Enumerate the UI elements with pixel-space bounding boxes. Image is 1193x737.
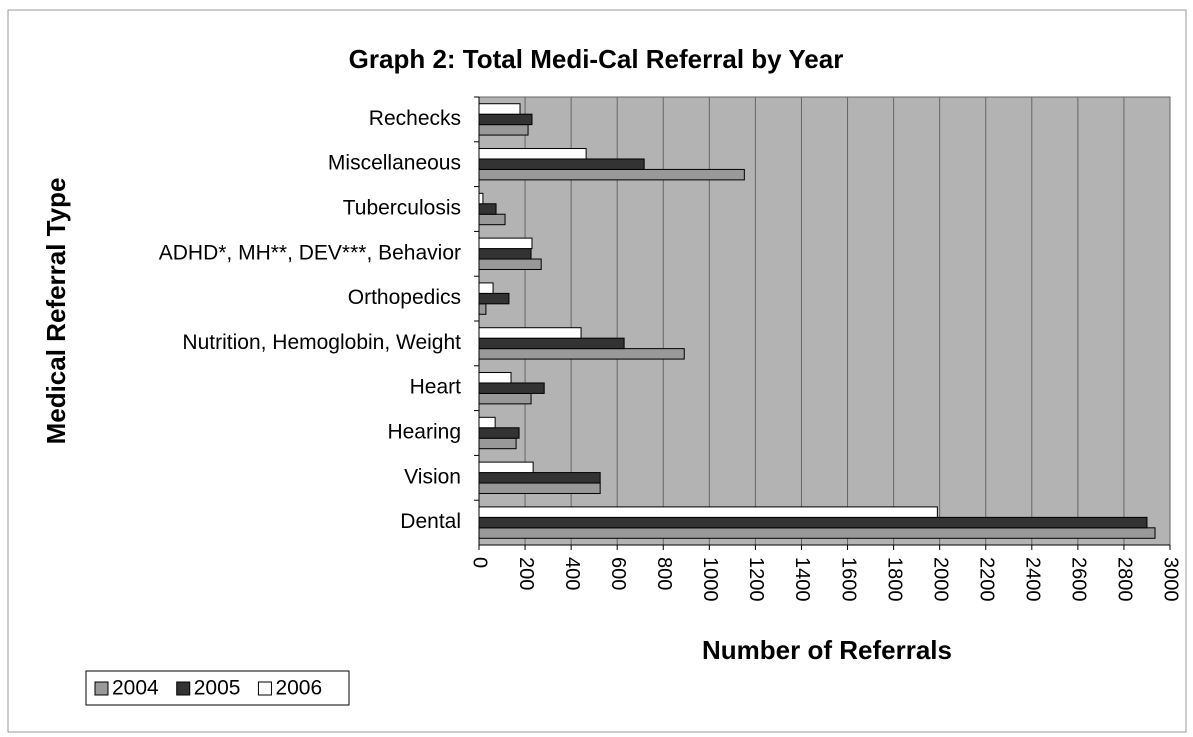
- bar: [478, 158, 645, 170]
- legend-swatch: [94, 681, 109, 696]
- x-tick-label: 800: [653, 557, 675, 590]
- x-tick-label: 2200: [975, 557, 997, 602]
- bar: [478, 292, 510, 305]
- bar: [478, 506, 938, 518]
- bar: [478, 416, 496, 429]
- x-tick-label: 200: [515, 557, 537, 590]
- bar: [478, 203, 497, 215]
- bar: [478, 303, 487, 315]
- y-axis-title: Medical Referral Type: [41, 178, 71, 445]
- bar: [478, 237, 533, 250]
- legend-label: 2006: [275, 677, 322, 700]
- bar: [478, 124, 529, 136]
- bar: [478, 192, 484, 205]
- y-tick-label: Tuberculosis: [343, 197, 461, 220]
- x-tick-label: 400: [561, 557, 583, 590]
- bar: [478, 516, 1148, 529]
- x-tick-label: 2000: [929, 557, 951, 602]
- y-tick-label: Dental: [400, 510, 461, 533]
- bar: [478, 437, 517, 450]
- bar: [478, 472, 601, 484]
- y-tick-label: Miscellaneous: [328, 152, 461, 175]
- plot-area: 0 200 400 600 800 1000 1200 1400 1600 1800 2000 220…: [159, 96, 1182, 602]
- bar: [478, 348, 685, 360]
- bar: [478, 482, 601, 494]
- bar: [478, 427, 520, 439]
- y-tick-label: Rechecks: [369, 107, 461, 130]
- legend-label: 2005: [194, 677, 241, 700]
- x-tick-label: 600: [607, 557, 629, 590]
- x-tick-label: 1800: [883, 557, 905, 602]
- x-tick-label: 1000: [699, 557, 721, 602]
- bar: [478, 213, 506, 226]
- bar: [478, 337, 625, 350]
- y-tick-label: Orthopedics: [348, 286, 461, 309]
- bar: [478, 372, 512, 384]
- legend-swatch: [257, 681, 272, 696]
- bar: [478, 392, 532, 405]
- y-tick-label: ADHD*, MH**, DEV***, Behavior: [159, 241, 461, 264]
- x-axis-title: Number of Referrals: [702, 635, 952, 665]
- bar: [478, 103, 521, 115]
- bar: [478, 148, 587, 160]
- x-tick-label: 1600: [837, 557, 859, 602]
- legend-label: 2004: [112, 677, 159, 700]
- chart-title: Graph 2: Total Medi-Cal Referral by Year: [349, 44, 844, 74]
- y-tick-label: Nutrition, Hemoglobin, Weight: [182, 331, 461, 354]
- bar: [478, 327, 582, 339]
- x-tick-label: 1200: [745, 557, 767, 602]
- bar: [478, 168, 745, 181]
- x-tick-label: 2800: [1114, 557, 1136, 602]
- bar: [478, 248, 532, 260]
- legend: 2004 2005 2006: [85, 670, 350, 706]
- x-tick-label: 2600: [1068, 557, 1090, 602]
- bar: [478, 382, 545, 394]
- bar: [478, 113, 533, 126]
- bar: [478, 282, 494, 294]
- bar: [478, 461, 534, 474]
- x-tick-label: 3000: [1160, 557, 1182, 602]
- x-tick-label: 0: [469, 557, 491, 568]
- legend-box: [85, 670, 350, 706]
- y-tick-label: Hearing: [387, 421, 461, 444]
- x-tick-label: 2400: [1022, 557, 1044, 602]
- x-tick-label: 1400: [791, 557, 813, 602]
- bar: [478, 527, 1156, 539]
- bar: [478, 258, 542, 270]
- y-tick-label: Vision: [404, 465, 461, 488]
- legend-swatch: [176, 681, 191, 696]
- y-tick-label: Heart: [410, 376, 462, 399]
